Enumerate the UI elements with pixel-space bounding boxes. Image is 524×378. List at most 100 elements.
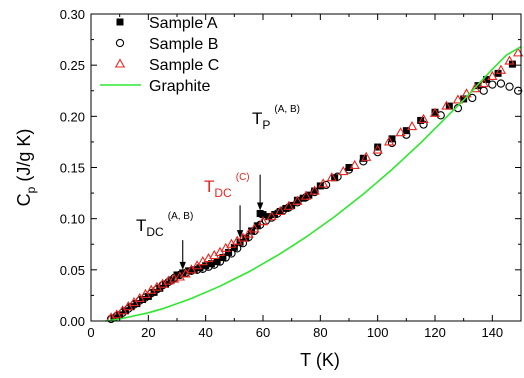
sample-c-point bbox=[283, 200, 294, 210]
annotations: TDC(A, B)TDC(C)TP(A, B) bbox=[136, 104, 300, 270]
annotation-sub: DC bbox=[146, 225, 164, 239]
sample-a-point bbox=[202, 262, 210, 270]
annotation-arrow-head bbox=[179, 261, 186, 270]
legend-label: Sample C bbox=[149, 57, 219, 74]
annotation-sup: (A, B) bbox=[168, 211, 194, 222]
sample-a-point bbox=[150, 288, 158, 296]
sample-b-point bbox=[227, 249, 236, 258]
sample-b-point bbox=[221, 253, 230, 262]
sample-a-point bbox=[311, 187, 319, 195]
axis-titles: T (K) Cp (J/g K) bbox=[14, 129, 340, 370]
series-graphite bbox=[105, 46, 522, 322]
sample-b-point bbox=[175, 270, 185, 280]
y-axis-title-unit: (J/g K) bbox=[14, 129, 34, 187]
y-axis-title: Cp (J/g K) bbox=[14, 129, 38, 207]
sample-c-point bbox=[318, 178, 329, 188]
sample-a-point bbox=[259, 211, 267, 219]
legend-label: Graphite bbox=[149, 78, 210, 95]
sample-c-point bbox=[487, 70, 498, 80]
sample-a-point bbox=[431, 108, 439, 116]
annotation-t-dc-1: TDC (A, B) bbox=[136, 211, 193, 270]
sample-c-point bbox=[338, 165, 349, 176]
legend-item-sample-c: Sample C bbox=[114, 57, 219, 74]
y-tick-label: 0.15 bbox=[60, 161, 85, 176]
plot-area bbox=[105, 46, 524, 324]
sample-a-point bbox=[213, 258, 221, 266]
sample-a-point bbox=[299, 194, 307, 202]
sample-c-point bbox=[395, 127, 406, 137]
sample-b-point bbox=[513, 86, 523, 95]
x-tick-label: 60 bbox=[256, 325, 270, 340]
sample-b-point bbox=[321, 180, 331, 190]
sample-a-point bbox=[207, 260, 215, 268]
sample-a-point bbox=[248, 227, 256, 235]
sample-c-point bbox=[266, 210, 277, 221]
sample-c-point bbox=[469, 83, 481, 93]
sample-c-point bbox=[243, 228, 254, 238]
sample-c-point bbox=[452, 94, 464, 104]
sample-c-point bbox=[495, 64, 507, 74]
x-tick-label: 80 bbox=[313, 325, 327, 340]
annotation-main: T bbox=[204, 177, 214, 196]
legend-item-graphite: Graphite bbox=[100, 78, 210, 95]
legend-swatch bbox=[116, 18, 124, 26]
annotation-label: TP (A, B) bbox=[252, 104, 300, 132]
annotation-sup: (C) bbox=[236, 172, 250, 183]
series-sample-c bbox=[105, 47, 524, 322]
annotation-label: TDC (C) bbox=[204, 172, 250, 200]
annotation-sub: P bbox=[262, 118, 270, 132]
annotation-main: T bbox=[252, 109, 262, 128]
annotation-sub: DC bbox=[214, 186, 232, 200]
sample-a-point bbox=[225, 248, 233, 256]
sample-a-point bbox=[374, 143, 382, 151]
annotation-t-p-3: TP (A, B) bbox=[252, 104, 300, 211]
sample-c-point bbox=[309, 185, 320, 195]
x-axis-title: T (K) bbox=[300, 350, 340, 370]
legend: Sample A Sample B Sample C Graphite bbox=[100, 15, 219, 95]
x-tick-label: 140 bbox=[481, 325, 503, 340]
y-tick-label: 0.20 bbox=[60, 109, 85, 124]
sample-a-point bbox=[253, 222, 261, 230]
sample-c-point bbox=[512, 47, 524, 57]
sample-a-point bbox=[173, 271, 181, 279]
sample-a-point bbox=[293, 196, 301, 204]
y-tick-label: 0.25 bbox=[60, 58, 85, 73]
sample-c-point bbox=[249, 223, 260, 233]
sample-b-point bbox=[419, 120, 428, 129]
sample-b-point bbox=[468, 93, 477, 103]
sample-c-point bbox=[292, 195, 303, 205]
legend-item-sample-b: Sample B bbox=[115, 36, 218, 53]
sample-c-point bbox=[429, 107, 441, 117]
sample-c-point bbox=[361, 151, 372, 161]
sample-c-point bbox=[275, 205, 286, 216]
sample-c-point bbox=[418, 113, 429, 123]
sample-c-point bbox=[349, 159, 360, 170]
sample-b-point bbox=[505, 82, 514, 91]
y-tick-label: 0.10 bbox=[60, 212, 85, 227]
sample-b-point bbox=[215, 257, 225, 266]
sample-b-point bbox=[387, 138, 397, 148]
sample-a-point bbox=[144, 292, 152, 300]
sample-b-point bbox=[488, 80, 497, 89]
sample-c-point bbox=[406, 120, 418, 131]
annotation-t-dc-2: TDC (C) bbox=[204, 172, 250, 239]
sample-b-point bbox=[453, 103, 463, 113]
sample-b-point bbox=[402, 130, 411, 139]
sample-c-point bbox=[372, 144, 383, 154]
y-tick-label: 0.00 bbox=[60, 314, 85, 329]
legend-swatch bbox=[114, 58, 126, 68]
sample-b-point bbox=[238, 239, 248, 248]
x-tick-label: 120 bbox=[424, 325, 446, 340]
x-tick-label: 40 bbox=[198, 325, 212, 340]
sample-c-point bbox=[257, 216, 269, 226]
legend-label: Sample B bbox=[149, 36, 218, 53]
legend-swatch bbox=[115, 38, 125, 48]
sample-c-point bbox=[326, 172, 337, 182]
x-tick-label: 100 bbox=[367, 325, 389, 340]
sample-b-point bbox=[436, 111, 445, 120]
y-tick-label: 0.30 bbox=[60, 7, 85, 22]
sample-b-point bbox=[204, 262, 213, 271]
sample-c-point bbox=[300, 190, 312, 200]
annotation-label: TDC (A, B) bbox=[136, 211, 193, 239]
sample-b-point bbox=[344, 165, 354, 174]
